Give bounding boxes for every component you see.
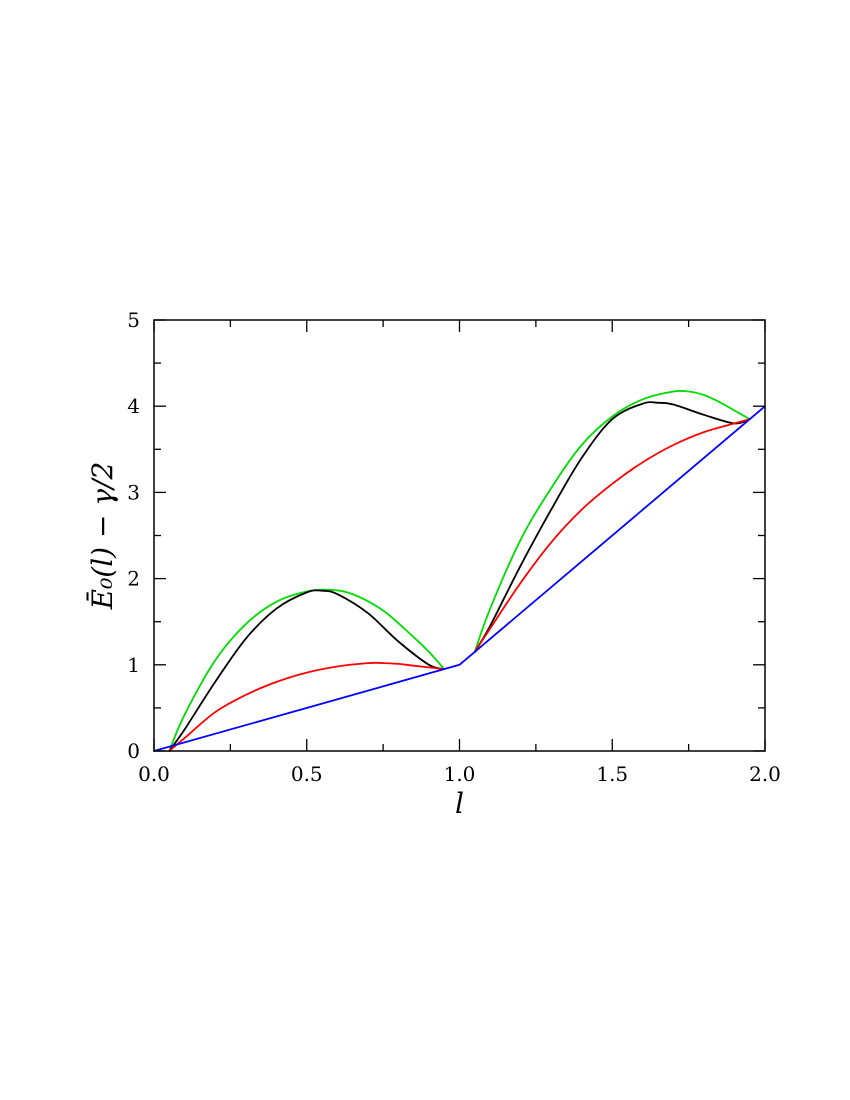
x-axis-label: l	[455, 787, 464, 820]
x-tick-label: 2.0	[749, 762, 781, 786]
plot-frame	[153, 319, 766, 752]
x-tick-label: 0.0	[138, 762, 170, 786]
tick-labels: 0.0 0.5 1.0 1.5 2.0 0 1 2 3 4 5	[127, 308, 781, 786]
y-tick-label: 3	[127, 480, 140, 504]
series-2-segment-1-line	[473, 418, 751, 653]
series-3-segment-0-line	[153, 405, 766, 752]
x-tick-label: 1.5	[596, 762, 628, 786]
y-tick-label: 0	[127, 739, 140, 763]
axis-ticks	[153, 319, 766, 752]
series-0-segment-1-line	[473, 389, 751, 653]
data-curves	[153, 389, 766, 752]
series-1-segment-1-line	[473, 401, 751, 653]
y-tick-label: 5	[127, 308, 140, 332]
series-0-segment-0-line	[168, 588, 446, 752]
y-axis-label: Ē₀(l) − γ/2	[86, 462, 119, 611]
y-tick-label: 4	[127, 394, 140, 418]
x-tick-label: 0.5	[291, 762, 323, 786]
y-tick-label: 1	[127, 653, 140, 677]
series-2-segment-0-line	[168, 661, 446, 752]
x-tick-label: 1.0	[444, 762, 476, 786]
series-1-segment-0-line	[168, 589, 446, 752]
y-tick-label: 2	[127, 567, 140, 591]
